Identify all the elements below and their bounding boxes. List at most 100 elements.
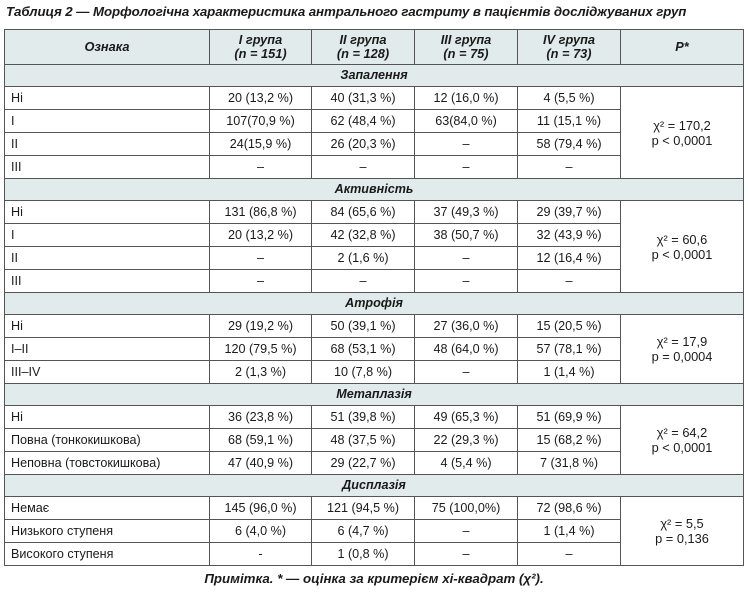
group-2-value: 48 (37,5 %) — [311, 428, 415, 452]
chi-square: χ² = 60,6 — [656, 231, 708, 247]
group-3-value: – — [414, 132, 518, 156]
header-group-4: IV група (n = 73) — [517, 29, 621, 65]
chi-square: χ² = 170,2 — [653, 117, 711, 133]
table-row: III – – – – — [4, 269, 744, 293]
p-value: p < 0,0001 — [651, 246, 713, 262]
group-1-value: 29 (19,2 %) — [209, 314, 312, 338]
p-value: p = 0,136 — [655, 531, 709, 546]
group-3-value: – — [414, 360, 518, 384]
group-3-value: – — [414, 542, 518, 566]
table-row: Ні 131 (86,8 %) 84 (65,6 %) 37 (49,3 %) 29 (… — [4, 200, 744, 293]
chi-square: χ² = 64,2 — [656, 425, 708, 440]
header-group-2-n: (n = 128) — [336, 46, 390, 61]
group-2-value: 1 (0,8 %) — [311, 542, 415, 566]
table-row: Ні 20 (13,2 %) 40 (31,3 %) 12 (16,0 %) 4 (5,… — [4, 86, 744, 179]
table-note: Примітка. * — оцінка за критерієм хі-ква… — [204, 571, 544, 586]
group-1-value: 2 (1,3 %) — [209, 360, 312, 384]
header-group-3-name: III група — [440, 32, 492, 47]
table-caption: Таблиця 2 — Морфологічна характеристика … — [6, 4, 687, 19]
group-1-value: 47 (40,9 %) — [209, 451, 312, 475]
group-3-value: 37 (49,3 %) — [414, 200, 518, 224]
group-3-value: 75 (100,0%) — [414, 496, 518, 520]
table-row: I–II 120 (79,5 %) 68 (53,1 %) 48 (64,0 %) 57… — [4, 337, 744, 361]
section-row: Дисплазія — [4, 474, 744, 497]
group-2-value: 10 (7,8 %) — [311, 360, 415, 384]
header-group-3: III група (n = 75) — [414, 29, 518, 65]
group-4-value: 1 (1,4 %) — [517, 360, 621, 384]
group-2-value: – — [311, 155, 415, 179]
group-1-value: 36 (23,8 %) — [209, 405, 312, 429]
group-2-value: 84 (65,6 %) — [311, 200, 415, 224]
section-row: Атрофія — [4, 292, 744, 315]
row-label: Повна (тонкокишкова) — [4, 428, 210, 452]
group-1-value: 107(70,9 %) — [209, 109, 312, 133]
group-3-value: – — [414, 246, 518, 270]
group-1-value: 131 (86,8 %) — [209, 200, 312, 224]
group-3-value: 22 (29,3 %) — [414, 428, 518, 452]
header-p: P* — [620, 29, 744, 65]
group-4-value: – — [517, 155, 621, 179]
row-label: Ні — [4, 86, 210, 110]
group-1-value: – — [209, 155, 312, 179]
table-row: Неповна (товстокишкова) 47 (40,9 %) 29 (22… — [4, 451, 744, 475]
group-3-value: 4 (5,4 %) — [414, 451, 518, 475]
row-label: I — [4, 223, 210, 247]
section-title: Атрофія — [4, 292, 744, 315]
group-4-value: 72 (98,6 %) — [517, 496, 621, 520]
group-3-value: 12 (16,0 %) — [414, 86, 518, 110]
header-group-1-n: (n = 151) — [234, 46, 287, 61]
p-value-cell: χ² = 170,2 p < 0,0001 — [620, 86, 744, 179]
chi-square: χ² = 5,5 — [660, 516, 704, 531]
row-label: Немає — [4, 496, 210, 520]
group-2-value: 62 (48,4 %) — [311, 109, 415, 133]
group-3-value: – — [414, 155, 518, 179]
row-label: Ні — [4, 200, 210, 224]
group-2-value: 50 (39,1 %) — [311, 314, 415, 338]
group-2-value: 29 (22,7 %) — [311, 451, 415, 475]
row-label: III–IV — [4, 360, 210, 384]
group-4-value: 1 (1,4 %) — [517, 519, 621, 543]
group-4-value: 4 (5,5 %) — [517, 86, 621, 110]
morphology-table: Ознака I група (n = 151) II група (n = 128… — [4, 29, 744, 566]
header-group-1-name: I група — [238, 32, 283, 47]
header-group-4-n: (n = 73) — [546, 46, 592, 61]
table-header-row: Ознака I група (n = 151) II група (n = 128… — [4, 29, 744, 65]
section-row: Запалення — [4, 64, 744, 87]
group-2-value: 6 (4,7 %) — [311, 519, 415, 543]
table-row: Немає 145 (96,0 %) 121 (94,5 %) 75 (100,0%)… — [4, 496, 744, 566]
group-3-value: 38 (50,7 %) — [414, 223, 518, 247]
table-row: Ні 29 (19,2 %) 50 (39,1 %) 27 (36,0 %) 15 (2… — [4, 314, 744, 384]
table-body: Запалення Ні 20 (13,2 %) 40 (31,3 %) 12 (16,… — [4, 64, 744, 566]
group-3-value: 27 (36,0 %) — [414, 314, 518, 338]
group-1-value: 6 (4,0 %) — [209, 519, 312, 543]
section-title: Дисплазія — [4, 474, 744, 497]
table-row: II –2 (1,6 %) –12 (16,4 %) — [4, 246, 744, 270]
group-4-value: 11 (15,1 %) — [517, 109, 621, 133]
section-title: Метаплазія — [4, 383, 744, 406]
section-row: Активність — [4, 178, 744, 201]
row-label: III — [4, 269, 210, 293]
row-label: Ні — [4, 314, 210, 338]
row-label: II — [4, 246, 210, 270]
header-feature: Ознака — [4, 29, 210, 65]
chi-square: χ² = 17,9 — [656, 334, 708, 349]
header-group-2: II група (n = 128) — [311, 29, 415, 65]
table-row: I 20 (13,2 %) 42 (32,8 %) 38 (50,7 %) 32 (43… — [4, 223, 744, 247]
group-1-value: 24(15,9 %) — [209, 132, 312, 156]
row-label: Низького ступеня — [4, 519, 210, 543]
table-row: Високого ступеня -1 (0,8 %) – – — [4, 542, 744, 566]
row-label: I–II — [4, 337, 210, 361]
group-3-value: 49 (65,3 %) — [414, 405, 518, 429]
group-4-value: 32 (43,9 %) — [517, 223, 621, 247]
row-label: I — [4, 109, 210, 133]
header-group-1: I група (n = 151) — [209, 29, 312, 65]
table-row: Ні 36 (23,8 %) 51 (39,8 %) 49 (65,3 %) 51 (6… — [4, 405, 744, 475]
group-3-value: – — [414, 519, 518, 543]
row-label: III — [4, 155, 210, 179]
group-4-value: 7 (31,8 %) — [517, 451, 621, 475]
group-1-value: – — [209, 269, 312, 293]
group-4-value: 15 (68,2 %) — [517, 428, 621, 452]
header-group-3-n: (n = 75) — [443, 46, 489, 61]
group-4-value: 57 (78,1 %) — [517, 337, 621, 361]
